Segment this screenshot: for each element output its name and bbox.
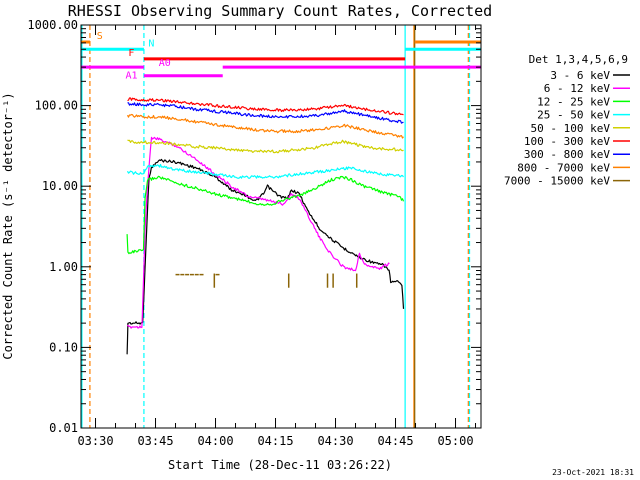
- legend-label-3: 25 - 50 keV: [537, 109, 610, 122]
- flag-label-f: F: [128, 48, 134, 59]
- flag-label-s: S: [97, 31, 103, 42]
- y-axis-label: Corrected Count Rate (s⁻¹ detector⁻¹): [1, 92, 15, 359]
- x-tick-label: 03:30: [77, 434, 113, 448]
- y-tick-label: 0.01: [49, 421, 78, 435]
- legend-label-5: 100 - 300 keV: [524, 135, 610, 148]
- series-line-5: [127, 97, 404, 116]
- legend-label-2: 12 - 25 keV: [537, 95, 610, 108]
- series-line-2: [126, 175, 405, 255]
- generation-timestamp: 23-Oct-2021 18:31: [552, 468, 634, 477]
- x-axis-label: Start Time (28-Dec-11 03:26:22): [168, 458, 392, 472]
- x-tick-label: 04:30: [317, 434, 353, 448]
- plot-data: [81, 25, 481, 428]
- legend-label-8: 7000 - 15000 keV: [504, 175, 610, 188]
- y-tick-label: 1.00: [49, 260, 78, 274]
- x-axis: 03:30 03:45 04:00 04:15 04:30 04:45 05:00: [77, 25, 477, 448]
- y-tick-label: 0.10: [49, 340, 78, 354]
- y-tick-label: 100.00: [35, 99, 78, 113]
- x-tick-label: 05:00: [437, 434, 473, 448]
- y-tick-label: 10.00: [42, 179, 78, 193]
- legend-label-7: 800 - 7000 keV: [517, 161, 610, 174]
- legend-label-4: 50 - 100 keV: [531, 122, 611, 135]
- series-line-0: [126, 158, 405, 355]
- legend-label-6: 300 - 800 keV: [524, 148, 610, 161]
- plot-frame: [80, 24, 482, 429]
- series-line-3: [126, 163, 404, 179]
- flag-label-a0: A0: [159, 58, 171, 69]
- flag-label-a1: A1: [126, 71, 138, 82]
- x-tick-label: 04:45: [377, 434, 413, 448]
- flag-label-n: N: [148, 38, 154, 49]
- series-line-4: [127, 139, 404, 154]
- series-line-1: [127, 136, 390, 329]
- x-tick-label: 04:00: [197, 434, 233, 448]
- x-tick-label: 03:45: [137, 434, 173, 448]
- y-tick-label: 1000.00: [27, 18, 78, 32]
- chart-title: RHESSI Observing Summary Count Rates, Co…: [68, 2, 492, 20]
- x-tick-label: 04:15: [257, 434, 293, 448]
- series-line-6: [127, 102, 404, 124]
- legend-title: Det 1,3,4,5,6,9: [529, 53, 628, 66]
- y-axis: 0.01 0.10 1.00 10.00 100.00 1000.00: [27, 18, 481, 435]
- series-line-7: [126, 113, 404, 139]
- legend-label-0: 3 - 6 keV: [550, 69, 610, 82]
- legend-label-1: 6 - 12 keV: [544, 82, 611, 95]
